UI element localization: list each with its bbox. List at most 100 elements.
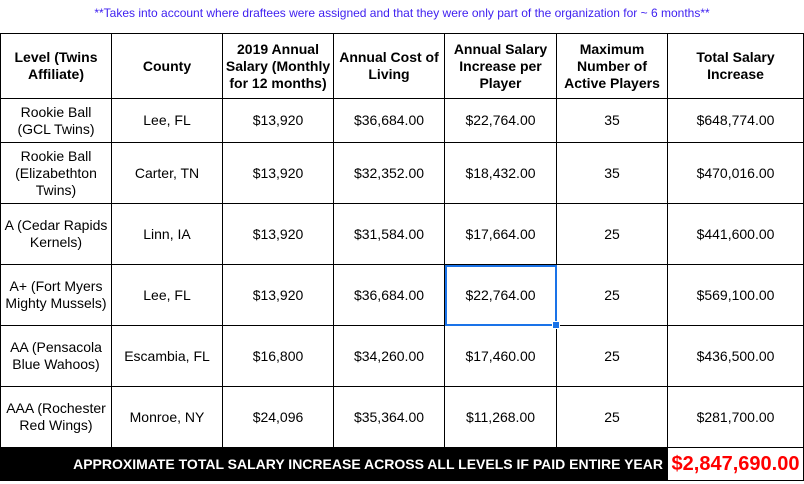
table-cell[interactable]: 35 [556, 142, 668, 204]
table-cell[interactable]: $36,684.00 [333, 98, 445, 143]
cell-text: $569,100.00 [696, 286, 775, 303]
cell-text: $441,600.00 [696, 225, 775, 242]
total-label[interactable]: APPROXIMATE TOTAL SALARY INCREASE ACROSS… [0, 447, 668, 481]
footnote: **Takes into account where draftees were… [0, 0, 804, 34]
cell-text: 25 [604, 347, 620, 364]
table-cell[interactable]: 35 [556, 98, 668, 143]
table-cell[interactable]: $36,684.00 [333, 264, 445, 326]
cell-text: $34,260.00 [353, 347, 425, 364]
cell-text: $13,920 [252, 286, 304, 303]
table-cell[interactable]: $18,432.00 [444, 142, 557, 204]
table-cell[interactable]: $13,920 [222, 203, 334, 265]
cell-text: Lee, FL [143, 286, 191, 303]
cell-text: $13,920 [252, 112, 304, 128]
table-cell[interactable]: AA (Pensacola Blue Wahoos) [0, 325, 112, 387]
table-cell[interactable]: AAA (Rochester Red Wings) [0, 386, 112, 448]
cell-text: AAA (Rochester Red Wings) [6, 400, 106, 433]
salary-table: Level (Twins Affiliate) County 2019 Annual… [0, 33, 804, 481]
total-value[interactable]: $2,847,690.00 [667, 447, 804, 481]
cell-text: $24,096 [252, 408, 304, 425]
cell-text: 25 [604, 408, 620, 425]
table-cell[interactable]: A+ (Fort Myers Mighty Mussels) [0, 264, 112, 326]
cell-text: $436,500.00 [696, 347, 775, 364]
table-cell[interactable]: $470,016.00 [667, 142, 804, 204]
cell-text: AA (Pensacola Blue Wahoos) [10, 339, 102, 372]
cell-text: $648,774.00 [696, 112, 775, 128]
cell-text: $35,364.00 [353, 408, 425, 425]
cell-text: A (Cedar Rapids Kernels) [4, 217, 108, 250]
table-cell[interactable]: 25 [556, 264, 668, 326]
cell-text: $17,664.00 [465, 225, 536, 242]
column-header[interactable]: Total Salary Increase [667, 33, 804, 99]
cell-text: $22,764.00 [465, 112, 536, 128]
table-cell[interactable]: $16,800 [222, 325, 334, 387]
column-header[interactable]: Annual Salary Increase per Player [444, 33, 557, 99]
cell-text: $16,800 [252, 347, 304, 364]
table-cell[interactable]: $281,700.00 [667, 386, 804, 448]
cell-text: $22,764.00 [465, 286, 536, 303]
cell-text: $36,684.00 [353, 286, 425, 303]
fill-handle[interactable] [552, 321, 560, 329]
table-cell[interactable]: Rookie Ball (GCL Twins) [0, 98, 112, 143]
header-row: Level (Twins Affiliate) County 2019 Annual… [0, 33, 804, 99]
table-cell[interactable]: $11,268.00 [444, 386, 557, 448]
table-cell[interactable]: $13,920 [222, 142, 334, 204]
table-row: AAA (Rochester Red Wings) Monroe, NY $24,0… [0, 386, 804, 448]
table-row: A+ (Fort Myers Mighty Mussels) Lee, FL $13… [0, 264, 804, 329]
table-cell[interactable]: Lee, FL [111, 98, 223, 143]
table-cell[interactable]: $35,364.00 [333, 386, 445, 448]
cell-text: $18,432.00 [465, 164, 536, 181]
table-cell[interactable]: 25 [556, 325, 668, 387]
table-cell[interactable]: $441,600.00 [667, 203, 804, 265]
table-cell[interactable]: $13,920 [222, 264, 334, 326]
table-cell[interactable]: $648,774.00 [667, 98, 804, 143]
table-cell[interactable]: $32,352.00 [333, 142, 445, 204]
cell-text: $13,920 [252, 164, 304, 181]
cell-text: Rookie Ball (GCL Twins) [17, 103, 95, 137]
cell-text: $32,352.00 [353, 164, 425, 181]
table-cell[interactable]: 25 [556, 386, 668, 448]
table-cell[interactable]: $24,096 [222, 386, 334, 448]
cell-text: 25 [604, 225, 620, 242]
table-cell[interactable]: $569,100.00 [667, 264, 804, 326]
table-cell[interactable]: A (Cedar Rapids Kernels) [0, 203, 112, 265]
cell-text: $11,268.00 [465, 408, 536, 425]
cell-text: Lee, FL [143, 112, 191, 128]
column-header[interactable]: Level (Twins Affiliate) [0, 33, 112, 99]
table-cell[interactable]: $13,920 [222, 98, 334, 143]
cell-text: Linn, IA [143, 225, 191, 242]
table-cell[interactable]: 25 [556, 203, 668, 265]
cell-text: $31,584.00 [353, 225, 425, 242]
table-cell[interactable]: Rookie Ball (Elizabethton Twins) [0, 142, 112, 204]
column-header[interactable]: Maximum Number of Active Players [556, 33, 668, 99]
table-row: Rookie Ball (GCL Twins) Lee, FL $13,920 $36… [0, 98, 804, 143]
cell-text: Carter, TN [134, 164, 200, 181]
selected-cell[interactable]: $22,764.00 [444, 264, 560, 329]
table-row: AA (Pensacola Blue Wahoos) Escambia, FL $1… [0, 325, 804, 387]
column-header[interactable]: 2019 Annual Salary (Monthly for 12 month… [222, 33, 334, 99]
table-cell[interactable]: $17,664.00 [444, 203, 557, 265]
cell-text: Escambia, FL [124, 347, 210, 364]
table-cell[interactable]: Monroe, NY [111, 386, 223, 448]
column-header[interactable]: Annual Cost of Living [333, 33, 445, 99]
cell-text: Rookie Ball (Elizabethton Twins) [15, 147, 97, 198]
table-cell[interactable]: $436,500.00 [667, 325, 804, 387]
cell-text: A+ (Fort Myers Mighty Mussels) [5, 278, 107, 311]
cell-text: $281,700.00 [696, 408, 775, 425]
table-cell[interactable]: Escambia, FL [111, 325, 223, 387]
table-cell[interactable]: $22,764.00 [444, 98, 557, 143]
table-cell[interactable]: Linn, IA [111, 203, 223, 265]
cell-text: $13,920 [252, 225, 304, 242]
table-row: A (Cedar Rapids Kernels) Linn, IA $13,920 $… [0, 203, 804, 265]
cell-text: $36,684.00 [353, 112, 425, 128]
total-row: APPROXIMATE TOTAL SALARY INCREASE ACROSS… [0, 447, 804, 481]
column-header[interactable]: County [111, 33, 223, 99]
cell-text: Monroe, NY [129, 408, 205, 425]
table-cell[interactable]: $31,584.00 [333, 203, 445, 265]
cell-text: 25 [604, 286, 620, 303]
table-cell[interactable]: Lee, FL [111, 264, 223, 326]
table-cell[interactable]: $17,460.00 [444, 325, 557, 387]
cell-text: $17,460.00 [465, 347, 536, 364]
table-cell[interactable]: Carter, TN [111, 142, 223, 204]
table-cell[interactable]: $34,260.00 [333, 325, 445, 387]
